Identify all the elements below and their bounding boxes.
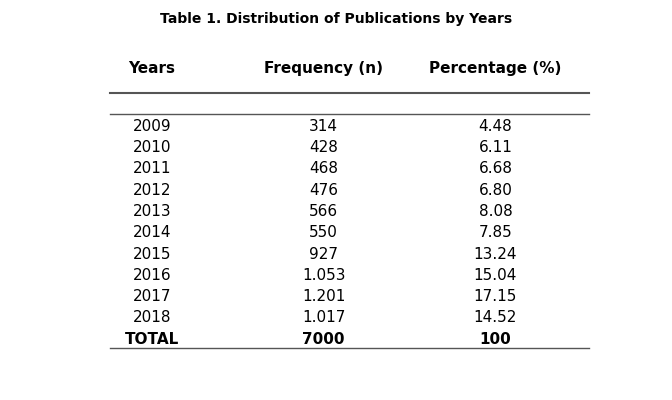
Text: 927: 927	[309, 246, 338, 262]
Text: 6.11: 6.11	[478, 140, 512, 155]
Text: 1.053: 1.053	[302, 268, 345, 283]
Text: 428: 428	[309, 140, 338, 155]
Text: 314: 314	[309, 119, 338, 134]
Text: 550: 550	[309, 225, 338, 240]
Text: 566: 566	[309, 204, 338, 219]
Text: 7000: 7000	[302, 332, 345, 347]
Text: Frequency (n): Frequency (n)	[264, 61, 383, 76]
Text: 2017: 2017	[132, 289, 171, 304]
Text: 2014: 2014	[132, 225, 171, 240]
Text: 17.15: 17.15	[474, 289, 517, 304]
Text: 100: 100	[480, 332, 511, 347]
Text: 4.48: 4.48	[478, 119, 512, 134]
Text: 14.52: 14.52	[474, 310, 517, 326]
Text: 8.08: 8.08	[478, 204, 512, 219]
Text: 1.017: 1.017	[302, 310, 345, 326]
Text: 15.04: 15.04	[474, 268, 517, 283]
Text: 2010: 2010	[132, 140, 171, 155]
Text: 2011: 2011	[132, 162, 171, 176]
Text: 6.80: 6.80	[478, 183, 512, 198]
Text: 468: 468	[309, 162, 338, 176]
Text: 2013: 2013	[132, 204, 171, 219]
Text: 6.68: 6.68	[478, 162, 513, 176]
Text: 2018: 2018	[132, 310, 171, 326]
Text: 1.201: 1.201	[302, 289, 345, 304]
Text: Percentage (%): Percentage (%)	[429, 61, 562, 76]
Text: Table 1. Distribution of Publications by Years: Table 1. Distribution of Publications by…	[160, 12, 512, 26]
Text: TOTAL: TOTAL	[124, 332, 179, 347]
Text: 476: 476	[309, 183, 338, 198]
Text: 2016: 2016	[132, 268, 171, 283]
Text: 2009: 2009	[132, 119, 171, 134]
Text: 2012: 2012	[132, 183, 171, 198]
Text: Years: Years	[128, 61, 175, 76]
Text: 7.85: 7.85	[478, 225, 512, 240]
Text: 13.24: 13.24	[474, 246, 517, 262]
Text: 2015: 2015	[132, 246, 171, 262]
